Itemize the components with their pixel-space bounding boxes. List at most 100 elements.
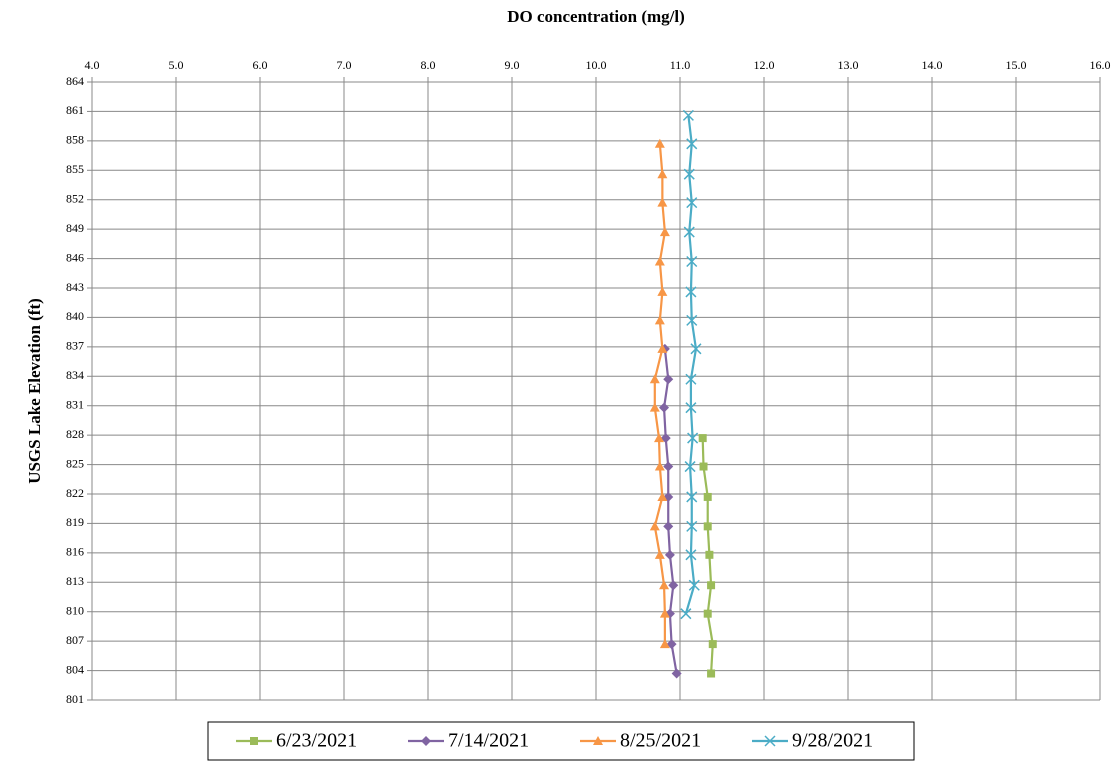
x-tick-label: 11.0 — [670, 58, 691, 72]
series-line — [684, 115, 698, 614]
marker — [659, 402, 670, 413]
marker — [690, 343, 702, 355]
marker — [659, 227, 670, 237]
legend-label: 9/28/2021 — [792, 730, 873, 752]
x-tick-label: 12.0 — [754, 58, 775, 72]
marker — [657, 343, 668, 353]
marker — [703, 522, 712, 531]
y-tick-label: 837 — [66, 339, 84, 353]
marker — [688, 579, 700, 591]
y-tick-label: 810 — [66, 603, 84, 617]
marker — [660, 433, 671, 444]
marker — [649, 402, 660, 412]
x-tick-label: 7.0 — [337, 58, 352, 72]
y-tick-label: 801 — [66, 692, 84, 706]
marker — [680, 608, 692, 620]
y-tick-label: 864 — [66, 74, 84, 88]
y-tick-label: 861 — [66, 103, 84, 117]
marker — [686, 197, 698, 209]
marker — [683, 168, 695, 180]
marker — [685, 402, 697, 414]
marker — [649, 374, 660, 384]
marker — [659, 639, 670, 649]
y-tick-label: 852 — [66, 191, 84, 205]
y-tick-label: 840 — [66, 309, 84, 323]
marker — [657, 197, 668, 207]
x-tick-label: 5.0 — [169, 58, 184, 72]
y-tick-label: 828 — [66, 427, 84, 441]
marker — [421, 736, 431, 746]
series-line — [653, 143, 666, 645]
legend-label: 7/14/2021 — [448, 730, 529, 752]
marker — [654, 256, 665, 266]
y-tick-label: 807 — [66, 633, 84, 647]
marker — [659, 608, 670, 618]
marker — [593, 736, 603, 745]
marker — [707, 669, 716, 678]
y-tick-label: 816 — [66, 545, 84, 559]
marker — [764, 735, 776, 747]
y-tick-label: 813 — [66, 574, 84, 588]
marker — [686, 138, 698, 150]
marker — [698, 434, 707, 443]
legend-box — [207, 721, 915, 761]
series-line — [662, 348, 678, 674]
marker — [250, 737, 258, 745]
marker — [686, 255, 698, 268]
x-tick-label: 10.0 — [586, 58, 607, 72]
marker — [654, 315, 665, 325]
marker — [686, 314, 698, 326]
legend-label: 8/25/2021 — [620, 730, 701, 752]
y-tick-label: 843 — [66, 280, 84, 294]
marker — [663, 521, 674, 532]
marker — [663, 374, 674, 385]
marker — [685, 373, 697, 385]
marker — [649, 521, 660, 531]
x-tick-label: 14.0 — [922, 58, 943, 72]
marker — [686, 520, 698, 532]
marker — [685, 286, 697, 298]
x-tick-label: 8.0 — [421, 58, 436, 72]
y-axis-label: USGS Lake Elevation (ft) — [25, 298, 44, 484]
marker — [703, 609, 712, 618]
marker — [685, 549, 697, 561]
marker — [659, 580, 670, 590]
y-tick-label: 849 — [66, 221, 84, 235]
marker — [703, 492, 712, 501]
y-tick-label: 819 — [66, 515, 84, 529]
marker — [682, 109, 694, 121]
marker — [664, 549, 675, 560]
y-tick-label: 858 — [66, 133, 84, 147]
y-tick-label: 825 — [66, 456, 84, 470]
marker — [668, 580, 679, 591]
marker — [666, 639, 677, 650]
chart-title: DO concentration (mg/l) — [507, 7, 685, 26]
marker — [686, 491, 698, 503]
marker — [654, 138, 665, 148]
x-tick-label: 15.0 — [1006, 58, 1027, 72]
marker — [683, 226, 695, 238]
x-tick-label: 13.0 — [838, 58, 859, 72]
x-tick-label: 4.0 — [85, 58, 100, 72]
y-tick-label: 804 — [66, 662, 84, 676]
marker — [657, 491, 668, 501]
x-tick-label: 16.0 — [1090, 58, 1111, 72]
marker — [707, 581, 716, 590]
marker — [708, 640, 717, 649]
legend-label: 6/23/2021 — [276, 730, 357, 752]
marker — [663, 461, 674, 472]
y-tick-label: 846 — [66, 250, 84, 264]
marker — [657, 169, 668, 179]
marker — [654, 433, 664, 443]
y-tick-label: 855 — [66, 162, 84, 176]
marker — [684, 461, 696, 473]
marker — [654, 461, 665, 471]
marker — [705, 550, 714, 559]
x-tick-label: 6.0 — [253, 58, 268, 72]
marker — [671, 668, 682, 679]
marker — [687, 432, 699, 444]
y-tick-label: 831 — [66, 397, 84, 411]
x-tick-label: 9.0 — [505, 58, 520, 72]
